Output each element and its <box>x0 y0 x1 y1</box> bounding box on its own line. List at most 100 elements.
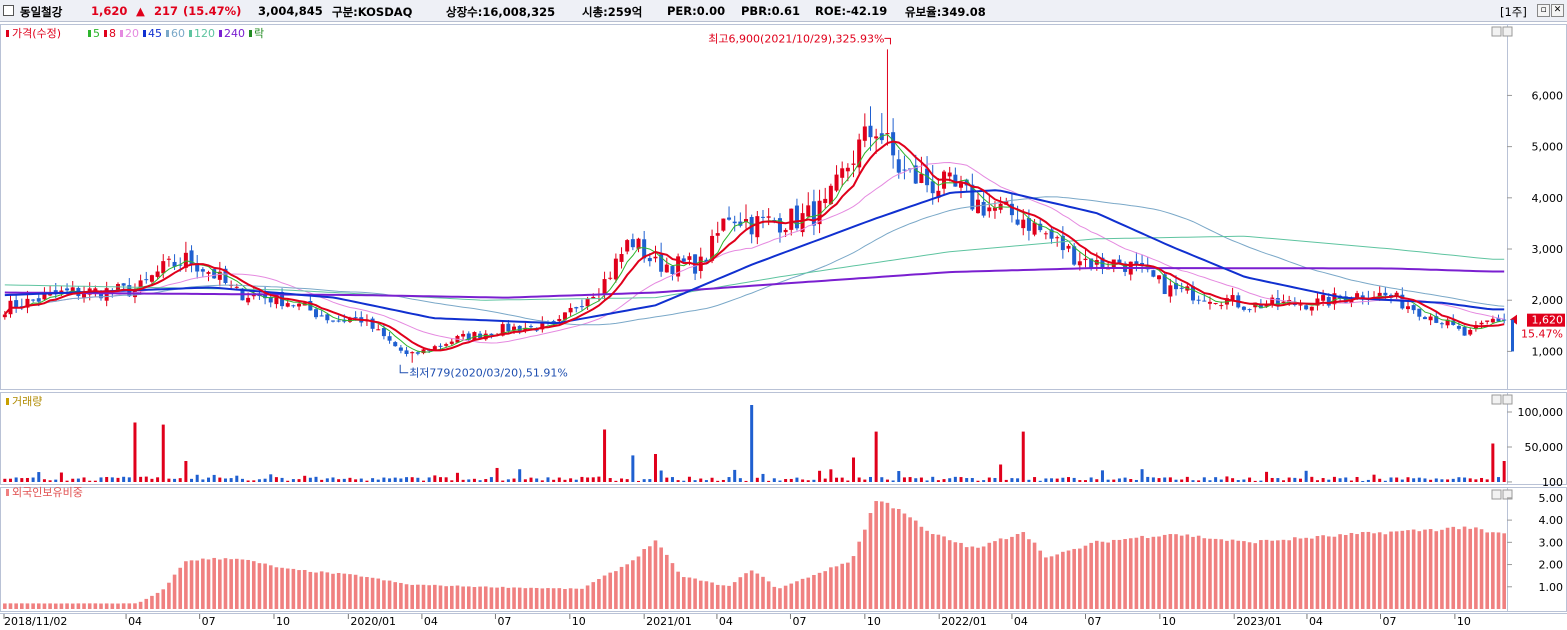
price-tick-label: 2,000 <box>1532 294 1564 307</box>
price-candle <box>925 168 930 186</box>
foreign-bar <box>201 558 205 609</box>
legend-ma-marker <box>219 30 222 37</box>
pbr-value: PBR:0.61 <box>741 4 801 18</box>
period-selector[interactable]: [1주] <box>1500 5 1527 19</box>
price-candle <box>246 297 251 303</box>
market-type: 구분:KOSDAQ <box>332 5 413 19</box>
volume-bar <box>1344 477 1348 482</box>
volume-bar <box>738 478 742 482</box>
foreign-bar <box>433 584 437 609</box>
volume-bar <box>1067 477 1071 482</box>
volume-bar <box>1191 480 1195 482</box>
price-candle <box>274 292 279 305</box>
foreign-bar <box>1321 535 1325 609</box>
window-close-icon[interactable]: ✕ <box>1551 4 1564 17</box>
volume-bar <box>557 477 561 482</box>
volume-bar <box>1242 479 1246 482</box>
foreign-bar <box>846 562 850 609</box>
volume-bar <box>1361 480 1365 482</box>
volume-bar <box>1061 477 1065 482</box>
stock-name[interactable]: 동일철강 <box>20 5 63 19</box>
x-tick-label: 07 <box>202 615 216 628</box>
volume-bar <box>1310 476 1314 482</box>
legend-ma-label: 60 <box>171 27 185 40</box>
volume-bar <box>139 476 143 482</box>
foreign-bar <box>1485 532 1489 609</box>
price-candle <box>517 325 522 332</box>
volume-pane-minimize-icon <box>1491 394 1502 405</box>
foreign-bar <box>1264 539 1269 609</box>
price-candle <box>919 173 924 183</box>
volume-bar <box>59 472 63 482</box>
foreign-bar <box>823 571 828 609</box>
foreign-bar <box>240 559 245 609</box>
volume-bar <box>467 479 471 482</box>
volume-bar <box>580 476 584 482</box>
volume-bar <box>1050 478 1054 482</box>
price-candle <box>421 349 426 354</box>
price-candle <box>161 261 166 274</box>
volume-bar <box>472 478 476 482</box>
foreign-bar <box>840 563 844 609</box>
volume-bar <box>178 478 182 482</box>
up-arrow-icon: ▲ <box>136 4 145 18</box>
foreign-bar <box>1389 531 1393 609</box>
ma120-line <box>4 235 1505 301</box>
price-candle <box>432 346 437 351</box>
foreign-bar <box>155 592 160 609</box>
low-annotation: 최저779(2020/03/20),51.91% <box>409 367 568 380</box>
price-candle <box>664 264 669 273</box>
volume-bar <box>789 478 793 482</box>
volume-bar <box>704 480 708 482</box>
price-candle <box>523 327 528 331</box>
foreign-bar <box>353 574 358 609</box>
foreign-bar <box>1417 531 1422 609</box>
foreign-bar <box>1202 538 1207 609</box>
foreign-bar <box>710 582 714 609</box>
volume-bar <box>620 478 624 482</box>
volume-bar <box>1502 461 1506 482</box>
foreign-bar <box>3 603 7 609</box>
foreign-bar <box>65 603 69 609</box>
volume-bar <box>1168 477 1172 482</box>
volume-bar <box>653 454 657 482</box>
foreign-bar <box>568 588 573 609</box>
price-tick-label: 5,000 <box>1532 141 1564 154</box>
foreign-bar <box>336 572 341 609</box>
price-candle <box>297 303 302 307</box>
select-checkbox[interactable] <box>3 5 14 16</box>
price-candle <box>529 326 534 328</box>
foreign-bar <box>591 582 596 609</box>
foreign-bar <box>1038 550 1043 609</box>
volume-bar <box>495 467 499 482</box>
legend-volume-marker <box>6 398 9 405</box>
price-candle <box>104 288 109 301</box>
price-candle <box>1490 318 1495 323</box>
foreign-bar <box>636 556 641 609</box>
foreign-bar <box>800 578 805 609</box>
foreign-bar <box>1208 538 1212 609</box>
foreign-bar <box>359 576 364 609</box>
x-tick-label: 07 <box>497 615 511 628</box>
volume-bar <box>552 479 556 482</box>
volume-bar <box>801 479 805 482</box>
volume-tick-label: 100,000 <box>1518 406 1564 419</box>
volume-bar <box>235 475 239 482</box>
price-candle <box>591 296 596 299</box>
foreign-bar <box>1502 533 1506 609</box>
foreign-bar <box>8 603 13 609</box>
foreign-bar <box>1191 536 1195 609</box>
window-restore-icon[interactable]: ▫ <box>1537 4 1550 17</box>
price-candle <box>1411 305 1416 311</box>
price-candle <box>308 300 313 311</box>
price-candle <box>1247 309 1252 311</box>
x-tick-label: 10 <box>1457 615 1471 628</box>
foreign-bar <box>444 586 448 609</box>
volume-bar <box>835 477 839 482</box>
volume-bar <box>1451 478 1455 482</box>
volume-bar <box>852 457 856 482</box>
foreign-bar <box>455 585 460 609</box>
price-candle <box>1162 274 1167 295</box>
price-candle <box>868 125 873 138</box>
